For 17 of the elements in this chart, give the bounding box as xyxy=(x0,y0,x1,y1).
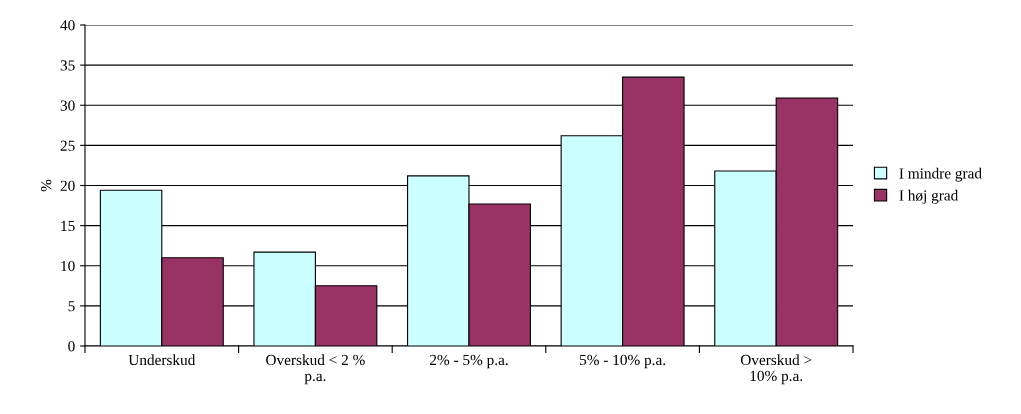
y-tick-label: 15 xyxy=(61,220,75,232)
y-axis-title: % xyxy=(41,179,52,192)
y-tick-label: 20 xyxy=(60,180,75,191)
x-tick-label: Overskud > 10% p.a. xyxy=(740,354,812,385)
x-tick-label: Overskud < 2 % p.a. xyxy=(266,354,365,385)
y-tick-label: 25 xyxy=(60,140,75,151)
x-tick-label: 2% - 5% p.a. xyxy=(430,354,508,369)
y-tick-label: 40 xyxy=(60,20,75,31)
y-tick-label: 10 xyxy=(61,260,75,272)
x-tick-label: Underskud xyxy=(128,354,196,366)
y-tick-label: 0 xyxy=(68,341,75,352)
x-tick-label: 5% - 10% p.a. xyxy=(580,354,666,369)
legend-label: I høj grad xyxy=(899,189,959,204)
legend-label: I mindre grad xyxy=(899,167,982,182)
y-tick-label: 35 xyxy=(60,60,75,71)
y-tick-label: 5 xyxy=(68,301,75,312)
y-tick-label: 30 xyxy=(60,100,75,111)
